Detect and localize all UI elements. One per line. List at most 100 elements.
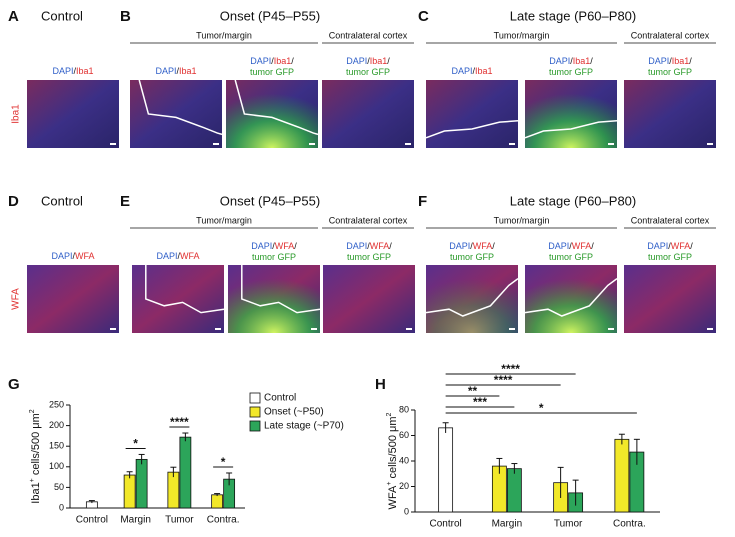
image-label: DAPI/Iba1/ bbox=[346, 56, 390, 66]
y-tick-label: 200 bbox=[49, 420, 64, 430]
y-tick-label: 80 bbox=[399, 404, 409, 414]
image-label: tumor GFP bbox=[346, 67, 390, 77]
y-tick-label: 100 bbox=[49, 461, 64, 471]
y-axis-label-part: + bbox=[386, 482, 393, 486]
scale-bar bbox=[608, 143, 614, 145]
stain-name: DAPI bbox=[155, 66, 176, 76]
panel-title: Late stage (P60–P80) bbox=[510, 8, 636, 23]
bar bbox=[135, 458, 148, 509]
scale-bar bbox=[707, 143, 713, 145]
x-tick-label: Control bbox=[430, 519, 462, 530]
stain-name: tumor GFP bbox=[450, 252, 494, 262]
stain-name: / bbox=[689, 56, 692, 66]
stain-name: DAPI bbox=[647, 241, 668, 251]
micrograph bbox=[27, 80, 119, 148]
stain-name: / bbox=[176, 66, 179, 76]
y-tick-label: 60 bbox=[399, 430, 409, 440]
stain-name: / bbox=[178, 251, 181, 261]
stain-name: WFA bbox=[275, 241, 295, 251]
scale-bar bbox=[405, 143, 411, 145]
tumor-boundary bbox=[145, 265, 225, 314]
group-label: Contralateral cortex bbox=[329, 215, 408, 225]
y-axis-label-part: Iba1 bbox=[30, 482, 42, 503]
bracket-label: ** bbox=[468, 384, 478, 398]
panel-letter: B bbox=[120, 8, 131, 25]
x-tick-label: Margin bbox=[492, 519, 523, 530]
scale-bar bbox=[608, 328, 614, 330]
image-label: tumor GFP bbox=[450, 252, 494, 262]
error-bar bbox=[138, 453, 145, 465]
y-axis-label: WFA+ cells/500 μm2 bbox=[386, 412, 399, 509]
panel-letter: A bbox=[8, 8, 19, 25]
error-bar bbox=[496, 457, 503, 474]
micrograph bbox=[322, 80, 414, 148]
stain-name: DAPI bbox=[451, 66, 472, 76]
image-label: tumor GFP bbox=[252, 252, 296, 262]
error-bar bbox=[126, 471, 133, 479]
y-tick-label: 250 bbox=[49, 399, 64, 409]
tumor-boundary bbox=[234, 79, 319, 136]
stain-name: tumor GFP bbox=[250, 67, 294, 77]
panel-letter: C bbox=[418, 8, 429, 25]
stain-name: / bbox=[271, 56, 274, 66]
x-tick-label: Contra. bbox=[207, 515, 240, 526]
image-label: DAPI/Iba1 bbox=[451, 66, 492, 76]
y-tick-label: 20 bbox=[399, 481, 409, 491]
image-label: DAPI/WFA/ bbox=[346, 241, 392, 251]
tumor-boundary bbox=[241, 265, 321, 314]
micrograph bbox=[426, 80, 518, 148]
bracket-label: **** bbox=[501, 362, 520, 376]
bracket-label: * bbox=[539, 401, 544, 415]
scale-bar bbox=[110, 328, 116, 330]
error-bar bbox=[511, 463, 518, 474]
stain-name: tumor GFP bbox=[549, 252, 593, 262]
stain-name: WFA bbox=[572, 241, 592, 251]
significance-label: * bbox=[221, 455, 226, 469]
image-label: DAPI/WFA bbox=[51, 251, 94, 261]
stain-name: / bbox=[492, 241, 495, 251]
panel-title: Control bbox=[41, 193, 83, 208]
image-label: tumor GFP bbox=[549, 252, 593, 262]
stain-name: / bbox=[570, 56, 573, 66]
stain-name: DAPI bbox=[549, 56, 570, 66]
gfp-signal bbox=[525, 265, 617, 333]
stain-name: tumor GFP bbox=[346, 67, 390, 77]
panel-letter: H bbox=[375, 376, 386, 393]
panel-title: Onset (P45–P55) bbox=[220, 8, 320, 23]
x-tick-label: Tumor bbox=[165, 515, 194, 526]
error-bar bbox=[572, 479, 579, 506]
gfp-signal bbox=[226, 80, 318, 148]
error-bar bbox=[226, 472, 233, 486]
image-label: DAPI/Iba1 bbox=[155, 66, 196, 76]
error-bar bbox=[633, 438, 640, 465]
scale-bar bbox=[213, 143, 219, 145]
stain-name: / bbox=[367, 56, 370, 66]
image-label: tumor GFP bbox=[347, 252, 391, 262]
stain-name: DAPI bbox=[52, 66, 73, 76]
error-bar bbox=[442, 422, 449, 433]
stain-name: Iba1 bbox=[274, 56, 292, 66]
scale-bar bbox=[707, 328, 713, 330]
stain-name: / bbox=[669, 56, 672, 66]
image-label: DAPI/Iba1/ bbox=[648, 56, 692, 66]
stain-name: DAPI bbox=[548, 241, 569, 251]
micrograph bbox=[130, 80, 222, 148]
stain-name: tumor GFP bbox=[648, 67, 692, 77]
legend-swatch bbox=[249, 392, 261, 404]
group-label: Tumor/margin bbox=[494, 30, 550, 40]
stain-name: / bbox=[387, 56, 390, 66]
image-label: DAPI/WFA bbox=[156, 251, 199, 261]
y-tick-label: 0 bbox=[404, 506, 409, 516]
scale-bar bbox=[215, 328, 221, 330]
stain-name: tumor GFP bbox=[252, 252, 296, 262]
stain-name: DAPI bbox=[51, 251, 72, 261]
stain-name: Iba1 bbox=[76, 66, 94, 76]
y-axis-label-part: cells/500 μm bbox=[387, 416, 399, 481]
legend-swatch bbox=[249, 406, 261, 418]
x-tick-label: Contra. bbox=[613, 519, 646, 530]
y-tick-label: 0 bbox=[59, 502, 64, 512]
stain-name: / bbox=[668, 241, 671, 251]
image-label: DAPI/WFA/ bbox=[647, 241, 693, 251]
bar bbox=[438, 427, 454, 513]
